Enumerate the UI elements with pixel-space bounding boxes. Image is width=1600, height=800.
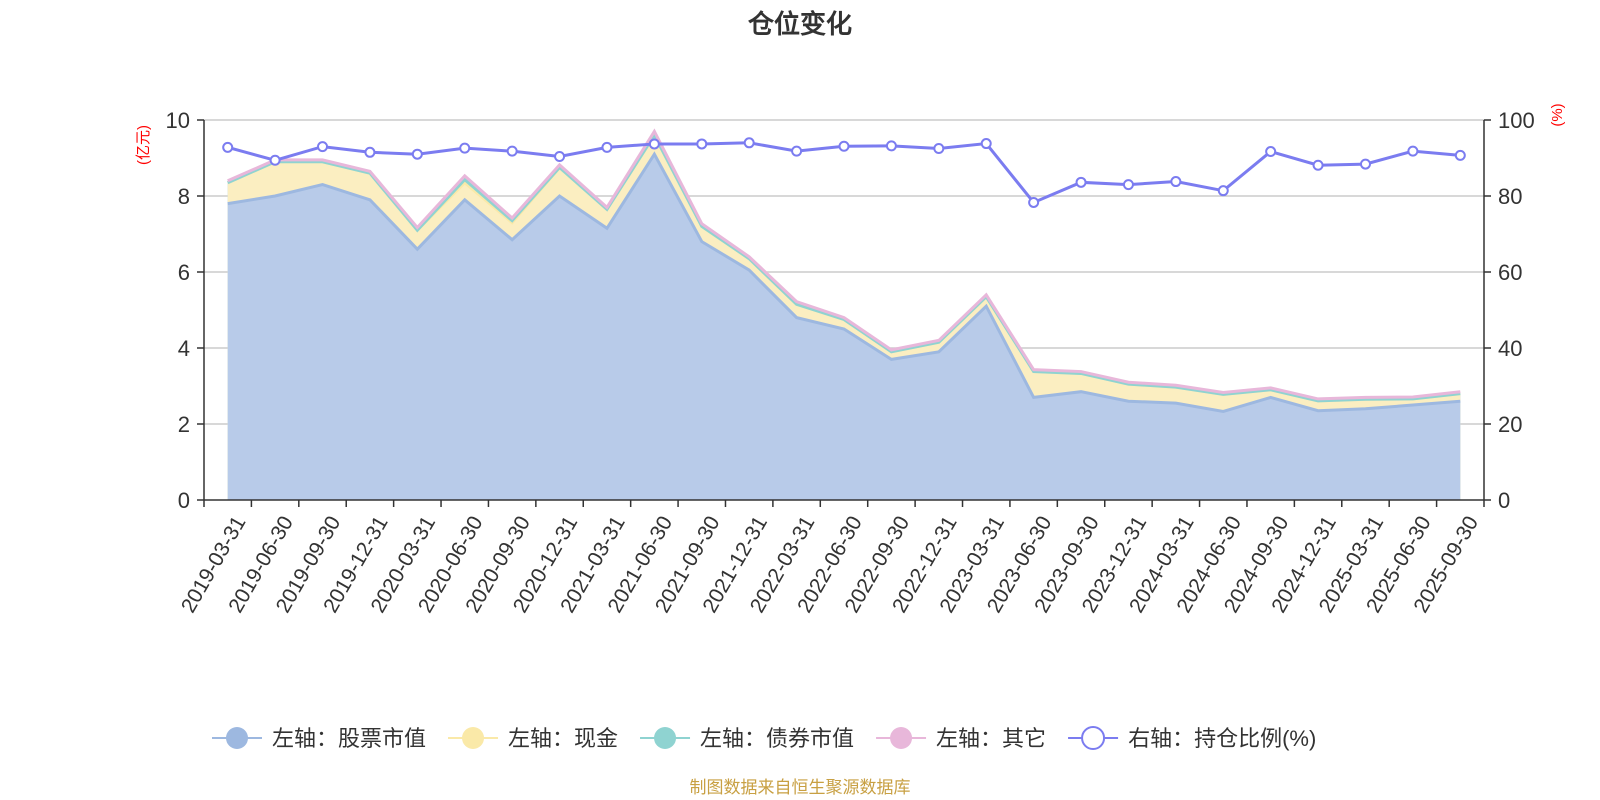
legend-label: 左轴：现金 — [508, 726, 618, 751]
right-tick-label: 80 — [1498, 184, 1522, 209]
left-y-tick-labels: 0 2 4 6 8 10 — [166, 108, 190, 513]
right-tick-label: 40 — [1498, 336, 1522, 361]
legend: 左轴：股票市值 左轴：现金 左轴：债券市值 左轴：其它 右轴：持仓比例(%) — [212, 726, 1316, 751]
ratio-point — [648, 138, 660, 150]
legend-label: 左轴：股票市值 — [272, 726, 426, 751]
area-1 — [227, 154, 1461, 500]
ratio-point — [1028, 196, 1040, 208]
right-tick-label: 20 — [1498, 412, 1522, 437]
ratio-point — [269, 154, 281, 166]
legend-label: 左轴：债券市值 — [700, 726, 854, 751]
ratio-point — [506, 145, 518, 157]
legend-marker — [890, 727, 913, 749]
x-tick-labels: 2019-03-312019-06-302019-09-302019-12-31… — [177, 512, 1483, 617]
legend-item-2[interactable]: 左轴：现金 — [448, 726, 618, 751]
legend-item-3[interactable]: 左轴：债券市值 — [640, 726, 854, 751]
right-tick-label: 0 — [1498, 488, 1510, 513]
right-axis-unit: (%) — [1549, 103, 1566, 126]
ratio-point — [1075, 176, 1087, 188]
legend-label: 左轴：其它 — [936, 726, 1046, 751]
ratio-point — [1454, 149, 1466, 161]
left-tick-label: 2 — [178, 412, 190, 437]
legend-label: 右轴：持仓比例(%) — [1128, 726, 1316, 751]
right-tick-label: 60 — [1498, 260, 1522, 285]
ratio-point — [980, 138, 992, 150]
ratio-point — [696, 138, 708, 150]
ratio-point — [411, 148, 423, 160]
ratio-point — [1122, 179, 1134, 191]
ratio-point — [554, 150, 566, 162]
legend-marker — [226, 727, 248, 749]
ratio-point — [791, 145, 803, 157]
ratio-point — [1265, 146, 1277, 158]
ratio-point — [364, 146, 376, 158]
left-tick-label: 6 — [178, 260, 190, 285]
left-axis-unit: (亿元) — [135, 125, 152, 165]
ratio-point — [601, 141, 613, 153]
ratio-point — [1359, 158, 1371, 170]
area-edge-4 — [227, 128, 1461, 401]
stacked-areas — [227, 128, 1461, 500]
ratio-point — [885, 140, 897, 152]
area-edge-1 — [227, 151, 1461, 413]
right-y-tick-labels: 0 20 40 60 80 100 — [1498, 108, 1535, 513]
left-tick-label: 8 — [178, 184, 190, 209]
ratio-point — [1217, 185, 1229, 197]
legend-marker — [462, 727, 485, 749]
left-tick-label: 0 — [178, 488, 190, 513]
area-edge-3 — [227, 132, 1461, 403]
ratio-point — [317, 141, 329, 153]
legend-item-1[interactable]: 左轴：股票市值 — [212, 726, 426, 751]
axes — [197, 119, 1491, 507]
ratio-point — [1170, 176, 1182, 188]
source-note: 制图数据来自恒生聚源数据库 — [690, 778, 911, 797]
legend-item-5[interactable]: 右轴：持仓比例(%) — [1068, 726, 1316, 751]
ratio-point — [743, 137, 755, 149]
holding-ratio-line — [222, 137, 1466, 208]
ratio-point — [838, 140, 850, 152]
left-tick-label: 10 — [166, 108, 190, 133]
legend-item-4[interactable]: 左轴：其它 — [876, 726, 1046, 751]
legend-marker — [654, 727, 677, 749]
legend-marker — [1081, 726, 1106, 750]
ratio-point — [933, 143, 945, 154]
ratio-point — [459, 142, 471, 154]
ratio-point — [1407, 145, 1419, 157]
right-tick-label: 100 — [1498, 108, 1535, 133]
ratio-point — [1312, 159, 1324, 171]
ratio-point — [222, 141, 234, 153]
chart-title: 仓位变化 — [747, 9, 852, 39]
left-tick-label: 4 — [178, 336, 190, 361]
